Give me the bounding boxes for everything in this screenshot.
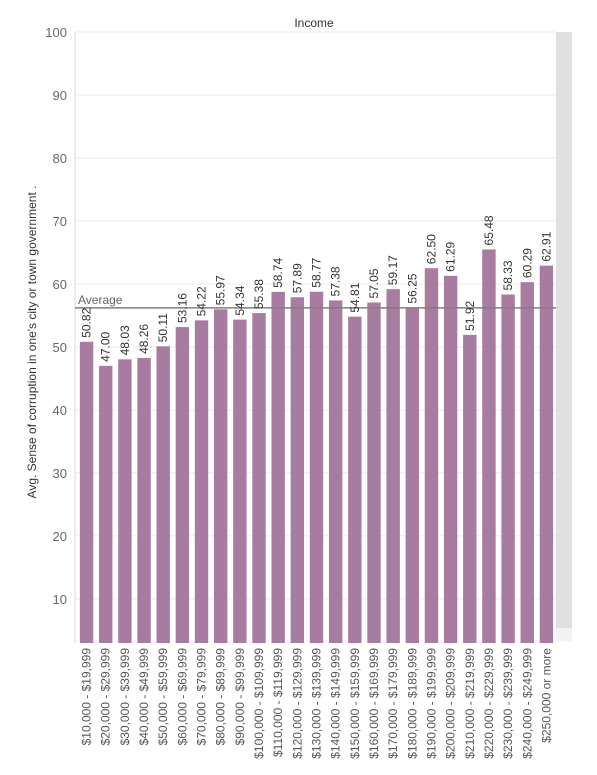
bar-12[interactable] [309,291,324,643]
bar-10[interactable] [271,291,285,643]
bar-21[interactable] [482,249,496,643]
bar-15[interactable] [367,302,381,643]
y-tick-label-90: 90 [53,88,67,103]
x-tick-label-18: $190,000 - $199,999 [424,648,438,759]
bar-11[interactable] [290,297,305,643]
value-label-3: 48.26 [137,324,151,354]
value-label-22: 58.33 [501,260,515,290]
average-label: Average [78,293,123,307]
x-tick-label-9: $100,000 - $109,999 [252,648,266,759]
y-tick-label-100: 100 [45,25,67,40]
bar-value-labels: 50.82 47.00 48.03 48.26 50.11 53.16 54.22 55.97… [80,215,554,362]
x-tick-label-15: $160,000 - $169,999 [367,648,381,759]
value-label-24: 62.91 [539,231,553,261]
value-label-10: 58.74 [271,258,285,288]
bar-5[interactable] [175,327,190,643]
bar-8[interactable] [233,319,247,643]
x-tick-label-3: $40,000 - $49,999 [137,648,151,746]
value-label-15: 57.05 [367,268,381,298]
value-label-12: 58.77 [310,257,324,287]
y-tick-label-60: 60 [53,277,67,292]
y-tick-label-70: 70 [53,214,67,229]
x-tick-label-10: $110,000 - $119,999 [271,648,285,757]
x-tick-label-8: $90,000 - $99,999 [233,648,247,746]
y-tick-label-30: 30 [53,466,67,481]
y-axis-label: Avg. Sense of corruption in one's city o… [25,186,39,499]
x-tick-label-12: $130,000 - $139,999 [310,648,324,759]
bar-19[interactable] [443,275,458,643]
x-tick-label-24: $250,000 or more [539,648,553,743]
x-tick-label-20: $210,000 - $219,999 [463,648,477,759]
bar-0[interactable] [79,341,94,643]
value-label-4: 50.11 [156,313,170,342]
value-label-13: 57.38 [329,266,343,296]
value-label-11: 57.89 [290,263,304,293]
x-tick-label-21: $220,000 - $229,999 [482,648,496,759]
value-label-20: 51.92 [463,300,477,330]
x-tick-label-13: $140,000 - $149,999 [329,648,343,759]
x-tick-label-6: $70,000 - $79,999 [195,648,209,746]
average-reference: Average [75,293,556,309]
value-label-16: 59.17 [386,255,400,285]
bars [79,249,554,643]
y-tick-label-50: 50 [53,340,67,355]
value-label-7: 55.97 [214,275,228,305]
x-tick-label-23: $240,000 - $249,999 [520,648,534,759]
x-tick-label-4: $50,000 - $59,999 [156,648,170,746]
chart-title: Income [294,16,334,30]
value-label-6: 54.22 [195,286,209,316]
x-tick-label-16: $170,000 - $179,999 [386,648,400,759]
bar-20[interactable] [463,334,477,643]
bar-17[interactable] [405,307,420,643]
bar-23[interactable] [520,282,534,643]
value-label-17: 56.25 [405,273,419,303]
bar-16[interactable] [386,289,400,643]
x-tick-label-1: $20,000 - $29,999 [99,648,113,746]
y-tick-label-80: 80 [53,151,67,166]
bar-1[interactable] [99,365,113,643]
value-label-21: 65.48 [482,215,496,245]
value-label-14: 54.81 [348,282,362,312]
value-label-23: 60.29 [520,248,534,278]
scrollbar-track[interactable] [556,32,572,628]
value-label-0: 50.82 [80,307,94,337]
scrollbar-track-lower [556,628,572,641]
bar-18[interactable] [424,268,439,643]
value-label-5: 53.16 [175,293,189,323]
bar-4[interactable] [156,346,170,643]
bar-22[interactable] [501,294,515,643]
x-tick-label-22: $230,000 - $239,999 [501,648,515,759]
y-tick-label-20: 20 [53,529,67,544]
bar-2[interactable] [118,359,132,643]
x-tick-label-5: $60,000 - $69,999 [175,648,189,746]
x-tick-label-19: $200,000 - $209,999 [444,648,458,759]
value-label-19: 61.29 [444,241,458,271]
x-tick-label-7: $80,000 - $89,999 [214,648,228,746]
y-tick-labels: 10 20 30 40 50 60 70 80 90 100 [45,25,67,607]
bar-14[interactable] [348,316,362,643]
x-tick-labels: $10,000 - $19,999 $20,000 - $29,999 $30,00… [80,648,554,759]
x-tick-label-17: $180,000 - $189,999 [405,648,419,759]
value-label-8: 54.34 [233,285,247,315]
value-label-18: 62.50 [424,234,438,264]
value-label-9: 55.38 [252,279,266,309]
value-label-2: 48.03 [118,325,132,355]
bar-24[interactable] [539,265,554,643]
bar-7[interactable] [213,309,228,643]
y-tick-label-40: 40 [53,403,67,418]
bar-6[interactable] [194,320,209,643]
bar-3[interactable] [137,357,151,643]
y-tick-label-10: 10 [53,592,67,607]
x-tick-label-14: $150,000 - $159,999 [348,648,362,759]
bar-13[interactable] [328,300,343,643]
value-label-1: 47.00 [99,331,113,361]
x-tick-label-2: $30,000 - $39,999 [118,648,132,746]
bar-9[interactable] [252,313,266,643]
x-tick-label-0: $10,000 - $19,999 [80,648,94,746]
x-tick-label-11: $120,000 - $129,999 [290,648,304,759]
